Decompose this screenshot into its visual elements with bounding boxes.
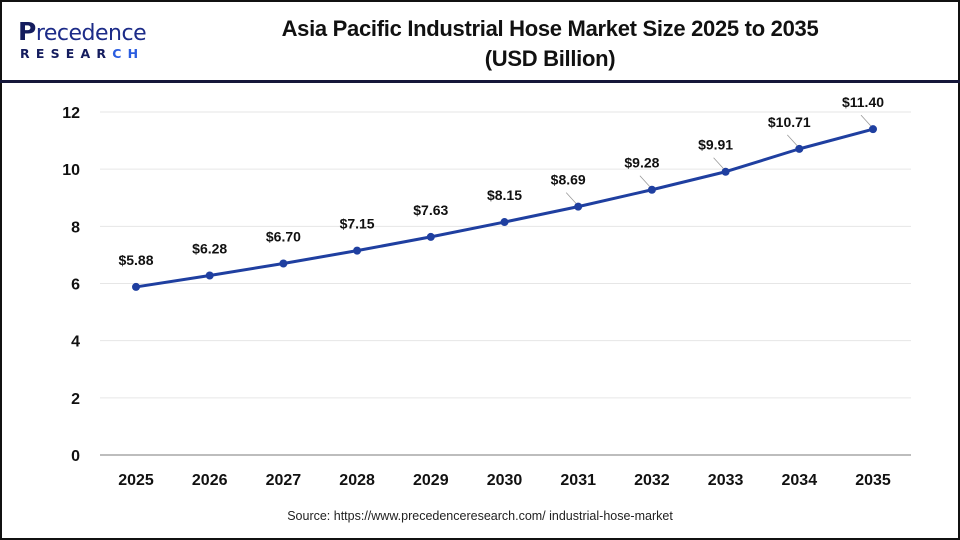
data-point bbox=[353, 246, 362, 255]
precedence-research-logo: Precedence RESEARCH bbox=[18, 17, 158, 62]
data-point bbox=[869, 125, 877, 134]
y-tick-label: 8 bbox=[71, 219, 80, 236]
data-label: $8.69 bbox=[551, 172, 586, 188]
data-point bbox=[574, 202, 583, 211]
data-label: $9.91 bbox=[698, 137, 733, 153]
x-tick-label: 2027 bbox=[266, 472, 302, 489]
chart-title-line2: (USD Billion) bbox=[484, 46, 616, 71]
data-labels: $5.88 $6.28 $6.70 $7.15 $7.63 $8.15 $8.69 $9.28… bbox=[118, 94, 884, 268]
source-caption: Source: https://www.precedenceresearch.c… bbox=[287, 509, 673, 523]
logo-initial: P bbox=[18, 17, 36, 46]
x-tick-label: 2034 bbox=[782, 472, 818, 489]
label-leader-line bbox=[565, 192, 577, 204]
x-tick-label: 2033 bbox=[708, 472, 744, 489]
data-label: $6.28 bbox=[192, 240, 227, 256]
logo-word: recedence bbox=[35, 21, 147, 46]
data-point bbox=[647, 185, 656, 194]
header-divider bbox=[0, 80, 960, 83]
x-tick-label: 2025 bbox=[118, 472, 154, 489]
data-point bbox=[132, 282, 140, 291]
label-leader-line bbox=[713, 157, 724, 170]
x-tick-label: 2026 bbox=[192, 472, 228, 489]
data-label: $7.63 bbox=[413, 202, 448, 218]
chart-title-line1: Asia Pacific Industrial Hose Market Size… bbox=[281, 16, 819, 41]
data-label: $6.70 bbox=[266, 228, 301, 244]
data-point bbox=[426, 232, 435, 241]
label-leader-line bbox=[639, 175, 651, 188]
chart-title: Asia Pacific Industrial Hose Market Size… bbox=[230, 14, 870, 74]
data-label: $5.88 bbox=[118, 252, 153, 268]
data-label: $10.71 bbox=[768, 114, 811, 130]
y-tick-label: 10 bbox=[62, 162, 80, 179]
x-tick-label: 2031 bbox=[560, 472, 596, 489]
label-leader-line bbox=[860, 114, 872, 127]
data-label: $11.40 bbox=[842, 94, 884, 110]
x-tick-label: 2030 bbox=[487, 472, 523, 489]
x-tick-label: 2029 bbox=[413, 472, 449, 489]
y-tick-label: 6 bbox=[71, 277, 80, 294]
y-tick-label: 12 bbox=[62, 105, 80, 122]
data-point bbox=[205, 271, 214, 280]
data-label: $7.15 bbox=[340, 216, 375, 232]
logo-subword: RESEAR bbox=[20, 46, 113, 61]
x-axis-ticks: 2025 2026 2027 2028 2029 2030 2031 2032 2033 2034… bbox=[118, 472, 891, 489]
y-tick-label: 0 bbox=[71, 448, 80, 465]
data-series bbox=[132, 125, 877, 291]
label-leader-line bbox=[787, 134, 798, 147]
data-point bbox=[500, 218, 509, 227]
data-point bbox=[795, 144, 804, 153]
x-tick-label: 2028 bbox=[339, 472, 375, 489]
gridlines bbox=[100, 111, 911, 456]
series-line bbox=[135, 127, 874, 289]
y-tick-label: 2 bbox=[71, 391, 80, 408]
y-axis-ticks: 0 2 4 6 8 10 12 bbox=[62, 105, 80, 465]
x-tick-label: 2035 bbox=[855, 472, 891, 489]
data-label: $9.28 bbox=[624, 155, 659, 171]
data-point bbox=[721, 167, 730, 176]
x-tick-label: 2032 bbox=[634, 472, 670, 489]
data-point bbox=[279, 259, 288, 268]
logo-subword-accent: CH bbox=[112, 46, 145, 61]
y-tick-label: 4 bbox=[71, 334, 80, 351]
data-label: $8.15 bbox=[487, 187, 522, 203]
